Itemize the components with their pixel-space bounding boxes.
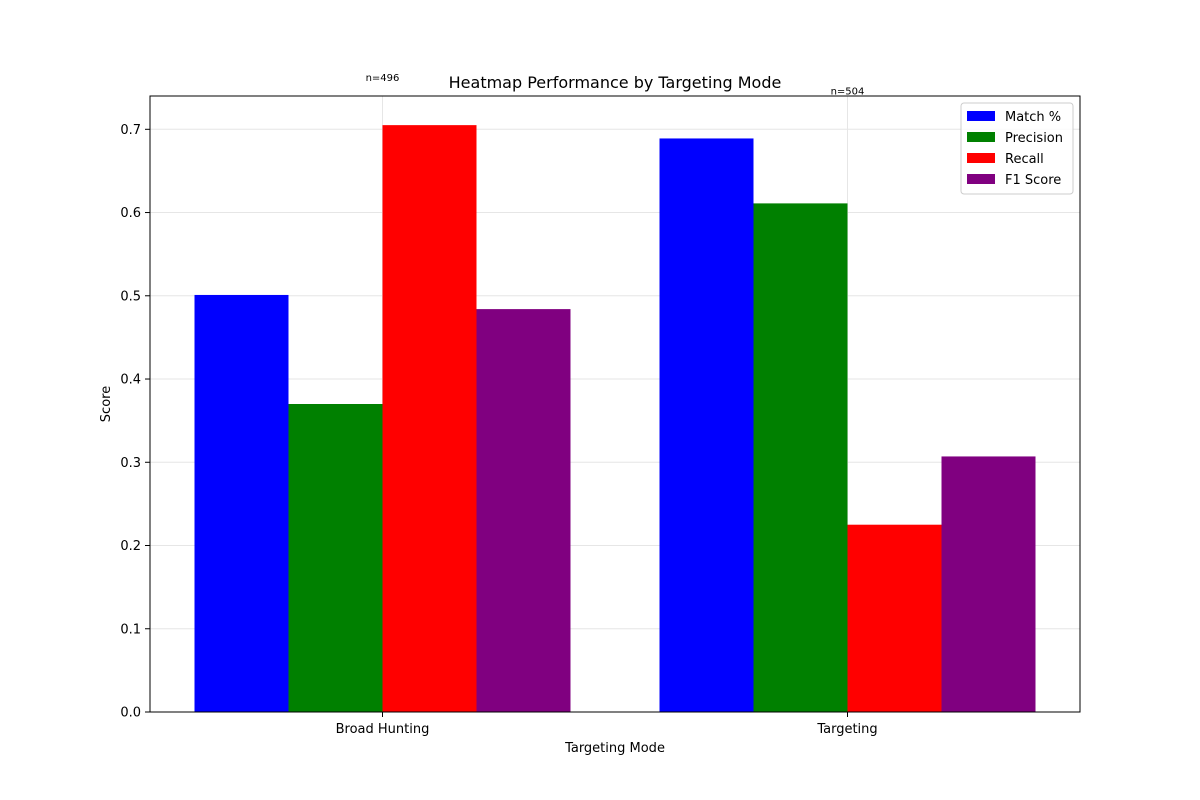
bar-precision-0 (288, 404, 383, 712)
legend-label-1: Precision (1005, 131, 1063, 146)
axes: 0.0 0.1 0.2 0.3 0.4 0.5 0.6 0.7 Broad Hunting Tar… (120, 95, 1081, 737)
x-tick-label-0: Broad Hunting (336, 722, 430, 737)
legend-label-3: F1 Score (1005, 173, 1061, 188)
y-tick-label-0: 0.0 (120, 706, 141, 721)
bar-match-1 (659, 138, 754, 713)
y-tick-label-4: 0.4 (120, 373, 141, 388)
x-tick-label-1: Targeting (816, 722, 877, 737)
chart-title: Heatmap Performance by Targeting Mode (449, 73, 782, 92)
x-axis-label: Targeting Mode (564, 741, 665, 756)
bar-recall-1 (847, 524, 942, 712)
legend-swatch-3 (967, 174, 995, 184)
legend: Match % Precision Recall F1 Score (960, 102, 1074, 195)
y-tick-label-3: 0.3 (120, 456, 141, 471)
y-tick-label-6: 0.6 (120, 206, 141, 221)
plot-frame (149, 95, 1081, 713)
legend-label-0: Match % (1005, 110, 1061, 125)
legend-box (960, 102, 1074, 195)
sample-size-annotation-1: n=504 (831, 86, 865, 97)
y-tick-label-5: 0.5 (120, 289, 141, 304)
bar-precision-1 (753, 203, 848, 712)
bar-match-0 (194, 294, 289, 712)
y-tick-label-2: 0.2 (120, 539, 141, 554)
bar-f1-score-0 (476, 309, 571, 712)
y-axis-label: Score (99, 386, 114, 422)
legend-label-2: Recall (1005, 152, 1044, 167)
bar-f1-score-1 (941, 456, 1036, 712)
legend-swatch-2 (967, 153, 995, 163)
sample-size-annotation-0: n=496 (366, 73, 400, 84)
bars (194, 125, 1036, 713)
legend-swatch-0 (967, 111, 995, 121)
y-tick-label-7: 0.7 (120, 123, 141, 138)
bar-recall-0 (382, 125, 477, 712)
y-tick-label-1: 0.1 (120, 622, 141, 637)
legend-swatch-1 (967, 132, 995, 142)
annotations: n=496 n=504 (366, 73, 865, 97)
